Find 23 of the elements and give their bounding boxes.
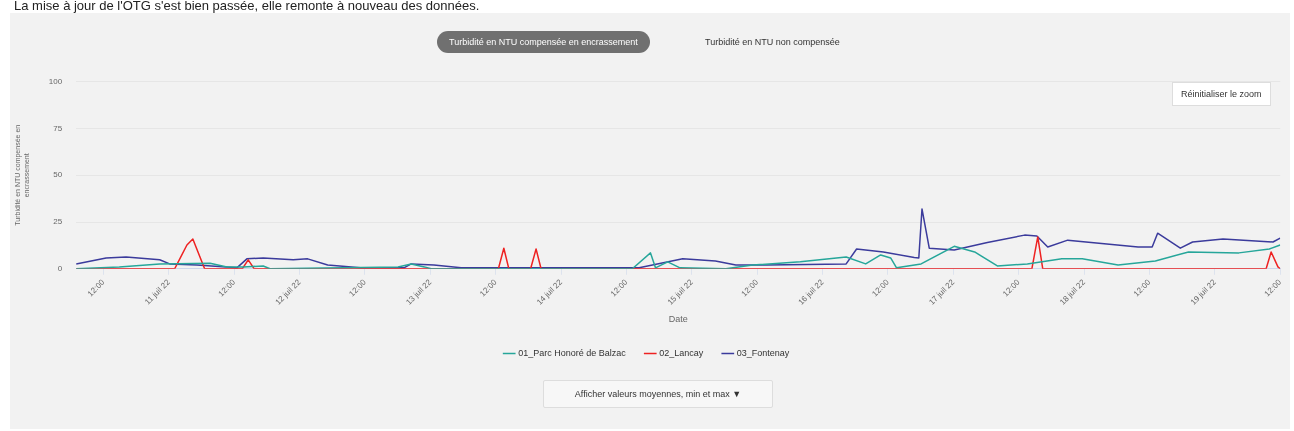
x-axis-title: Date (668, 314, 688, 325)
x-tick-label: 17 juil 22 (927, 277, 957, 307)
legend-label: 01_Parc Honoré de Balzac (518, 347, 627, 358)
x-tick-label: 14 juil 22 (535, 277, 565, 307)
y-tick-label: 75 (53, 123, 63, 133)
x-tick-label: 12 juil 22 (273, 277, 303, 307)
y-tick-label: 100 (48, 77, 63, 86)
x-tick-label: 13 juil 22 (404, 277, 434, 307)
x-tick-label: 15 juil 22 (665, 277, 696, 307)
text: Turbidité en NTU non compensée (705, 36, 840, 49)
x-tick-label: 16 juil 22 (796, 277, 826, 307)
y-tick-label: 0 (57, 263, 63, 273)
x-tick-label: 19 juil 22 (1188, 277, 1219, 307)
x-tick-label: 11 juil 22 (143, 277, 173, 307)
text: Afficher valeurs moyennes, min et max ▼ (543, 380, 773, 408)
y-tick-label: 50 (53, 170, 63, 180)
y-axis-title: Turbidité en NTU compensée en encrassement (437, 31, 650, 53)
text: La mise à jour de l'OTG s'est bien passée, elle remonte à nouveau des données. (14, 0, 480, 13)
x-tick-label: 18 juil 22 (1058, 277, 1088, 307)
annotation: Réinitialiser le zoom (1172, 82, 1271, 106)
legend-label: 02_Lancay (659, 347, 704, 358)
y-tick-label: 25 (53, 217, 63, 227)
legend-label: 03_Fontenay (736, 347, 790, 358)
